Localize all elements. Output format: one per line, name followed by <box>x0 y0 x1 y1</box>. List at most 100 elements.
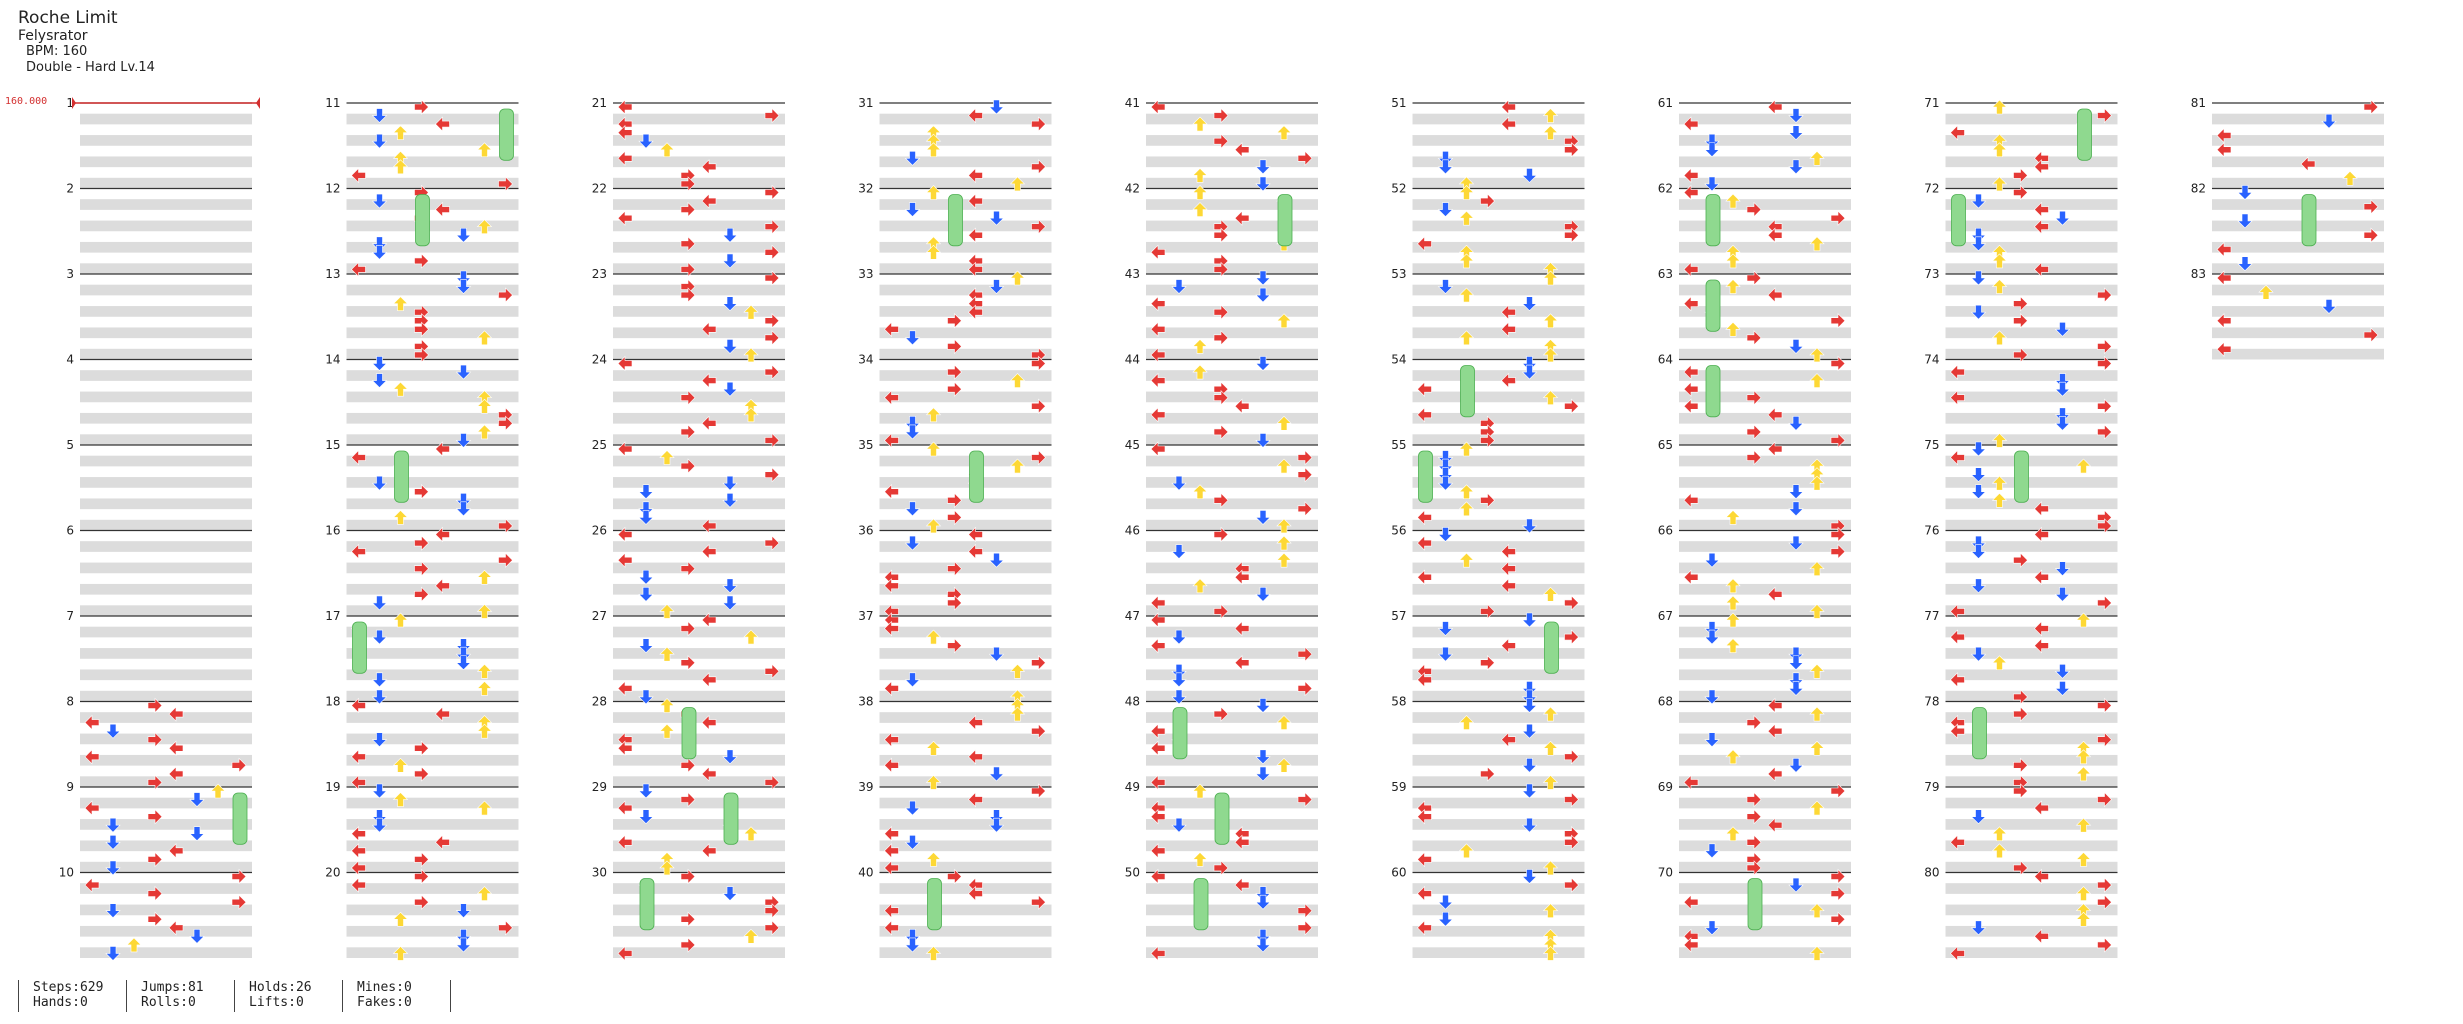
arrow-shape <box>617 800 633 816</box>
right-arrow <box>1746 834 1762 851</box>
left-arrow <box>435 201 450 218</box>
down-arrow <box>189 826 205 842</box>
up-arrow <box>1192 578 1208 594</box>
down-arrow <box>988 99 1005 115</box>
beat-band <box>346 883 519 894</box>
measure-number: 8 <box>66 695 74 709</box>
arrow-shape <box>1031 894 1046 910</box>
arrow-shape <box>414 851 429 868</box>
arrow-shape <box>1950 389 1965 406</box>
arrow-shape <box>476 219 493 234</box>
right-arrow <box>1480 492 1495 509</box>
beat-band <box>1679 327 1851 339</box>
left-arrow <box>701 766 717 782</box>
arrow-shape <box>1192 578 1208 594</box>
left-arrow <box>1767 287 1783 303</box>
arrow-shape <box>1276 415 1292 431</box>
left-arrow <box>1501 321 1516 338</box>
left-arrow <box>884 860 899 876</box>
arrow-shape <box>947 381 962 397</box>
down-arrow <box>1970 809 1987 825</box>
arrow-shape <box>1950 834 1965 851</box>
beat-band <box>879 754 1052 766</box>
beat-band <box>1945 391 2118 403</box>
arrow-shape <box>947 313 962 329</box>
arrow-shape <box>764 535 780 551</box>
beat-band <box>1945 626 2118 638</box>
beat-band <box>1679 583 1851 595</box>
up-arrow <box>476 398 493 414</box>
measure-34 <box>879 358 1052 445</box>
arrow-shape <box>925 441 942 457</box>
down-arrow <box>1970 578 1987 594</box>
measure-number: 10 <box>59 866 74 880</box>
down-arrow <box>722 227 738 243</box>
down-arrow <box>455 433 472 448</box>
arrow-shape <box>2097 398 2112 414</box>
beat-band <box>2212 241 2384 253</box>
down-arrow <box>1704 920 1720 936</box>
arrow-shape <box>1521 698 1538 713</box>
arrow-shape <box>617 526 633 543</box>
measure-17 <box>346 615 519 702</box>
down-arrow <box>904 929 921 944</box>
arrow-shape <box>680 424 696 440</box>
arrow-shape <box>1521 758 1538 773</box>
measure-number: 33 <box>858 267 873 281</box>
arrow-shape <box>1031 783 1046 799</box>
up-arrow <box>925 142 942 158</box>
arrow-shape <box>1255 356 1271 371</box>
measure-6 <box>80 529 252 616</box>
beat-band <box>1146 669 1318 681</box>
down-arrow <box>1970 544 1987 560</box>
arrow-shape <box>925 946 942 961</box>
arrow-shape <box>1276 518 1292 534</box>
arrow-shape <box>617 210 633 226</box>
right-arrow <box>764 218 780 235</box>
right-arrow <box>1213 424 1229 440</box>
measure-11 <box>346 102 519 189</box>
arrow-shape <box>2034 800 2049 816</box>
beat-band <box>613 156 785 168</box>
right-arrow <box>1830 355 1846 372</box>
right-arrow <box>147 808 163 825</box>
arrow-shape <box>84 714 100 731</box>
arrow-shape <box>743 407 759 423</box>
beat-band <box>1146 263 1318 274</box>
down-arrow <box>2237 256 2253 272</box>
arrow-shape <box>168 706 184 722</box>
measure-5 <box>80 444 252 531</box>
left-arrow <box>1950 672 1965 688</box>
up-arrow <box>1276 715 1292 730</box>
arrow-shape <box>1683 398 1699 414</box>
up-arrow <box>1276 757 1292 773</box>
down-arrow <box>1788 125 1804 141</box>
arrow-shape <box>414 894 429 910</box>
beat-band <box>1412 819 1585 830</box>
left-arrow <box>1501 731 1516 748</box>
beat-band <box>1146 797 1318 809</box>
down-arrow <box>722 381 738 397</box>
left-arrow <box>351 543 366 560</box>
arrow-shape <box>1991 492 2008 508</box>
hold-note <box>1172 707 1188 760</box>
beat-band <box>1412 562 1585 574</box>
left-arrow <box>84 749 100 765</box>
arrow-shape <box>2013 347 2028 363</box>
up-arrow <box>659 142 675 158</box>
arrow-shape <box>680 655 696 671</box>
right-arrow <box>2363 327 2379 343</box>
arrow-shape <box>392 509 409 525</box>
right-arrow <box>2363 227 2379 243</box>
arrow-shape <box>1150 321 1166 338</box>
arrow-shape <box>1788 758 1804 773</box>
arrow-shape <box>1213 492 1229 509</box>
arrow-shape <box>1767 99 1783 115</box>
right-arrow <box>1213 304 1229 320</box>
left-arrow <box>1767 586 1783 603</box>
arrow-shape <box>476 723 493 739</box>
arrow-shape <box>988 210 1005 226</box>
arrow-shape <box>1991 176 2008 192</box>
arrow-shape <box>1809 347 1825 363</box>
arrow-shape <box>638 587 654 602</box>
